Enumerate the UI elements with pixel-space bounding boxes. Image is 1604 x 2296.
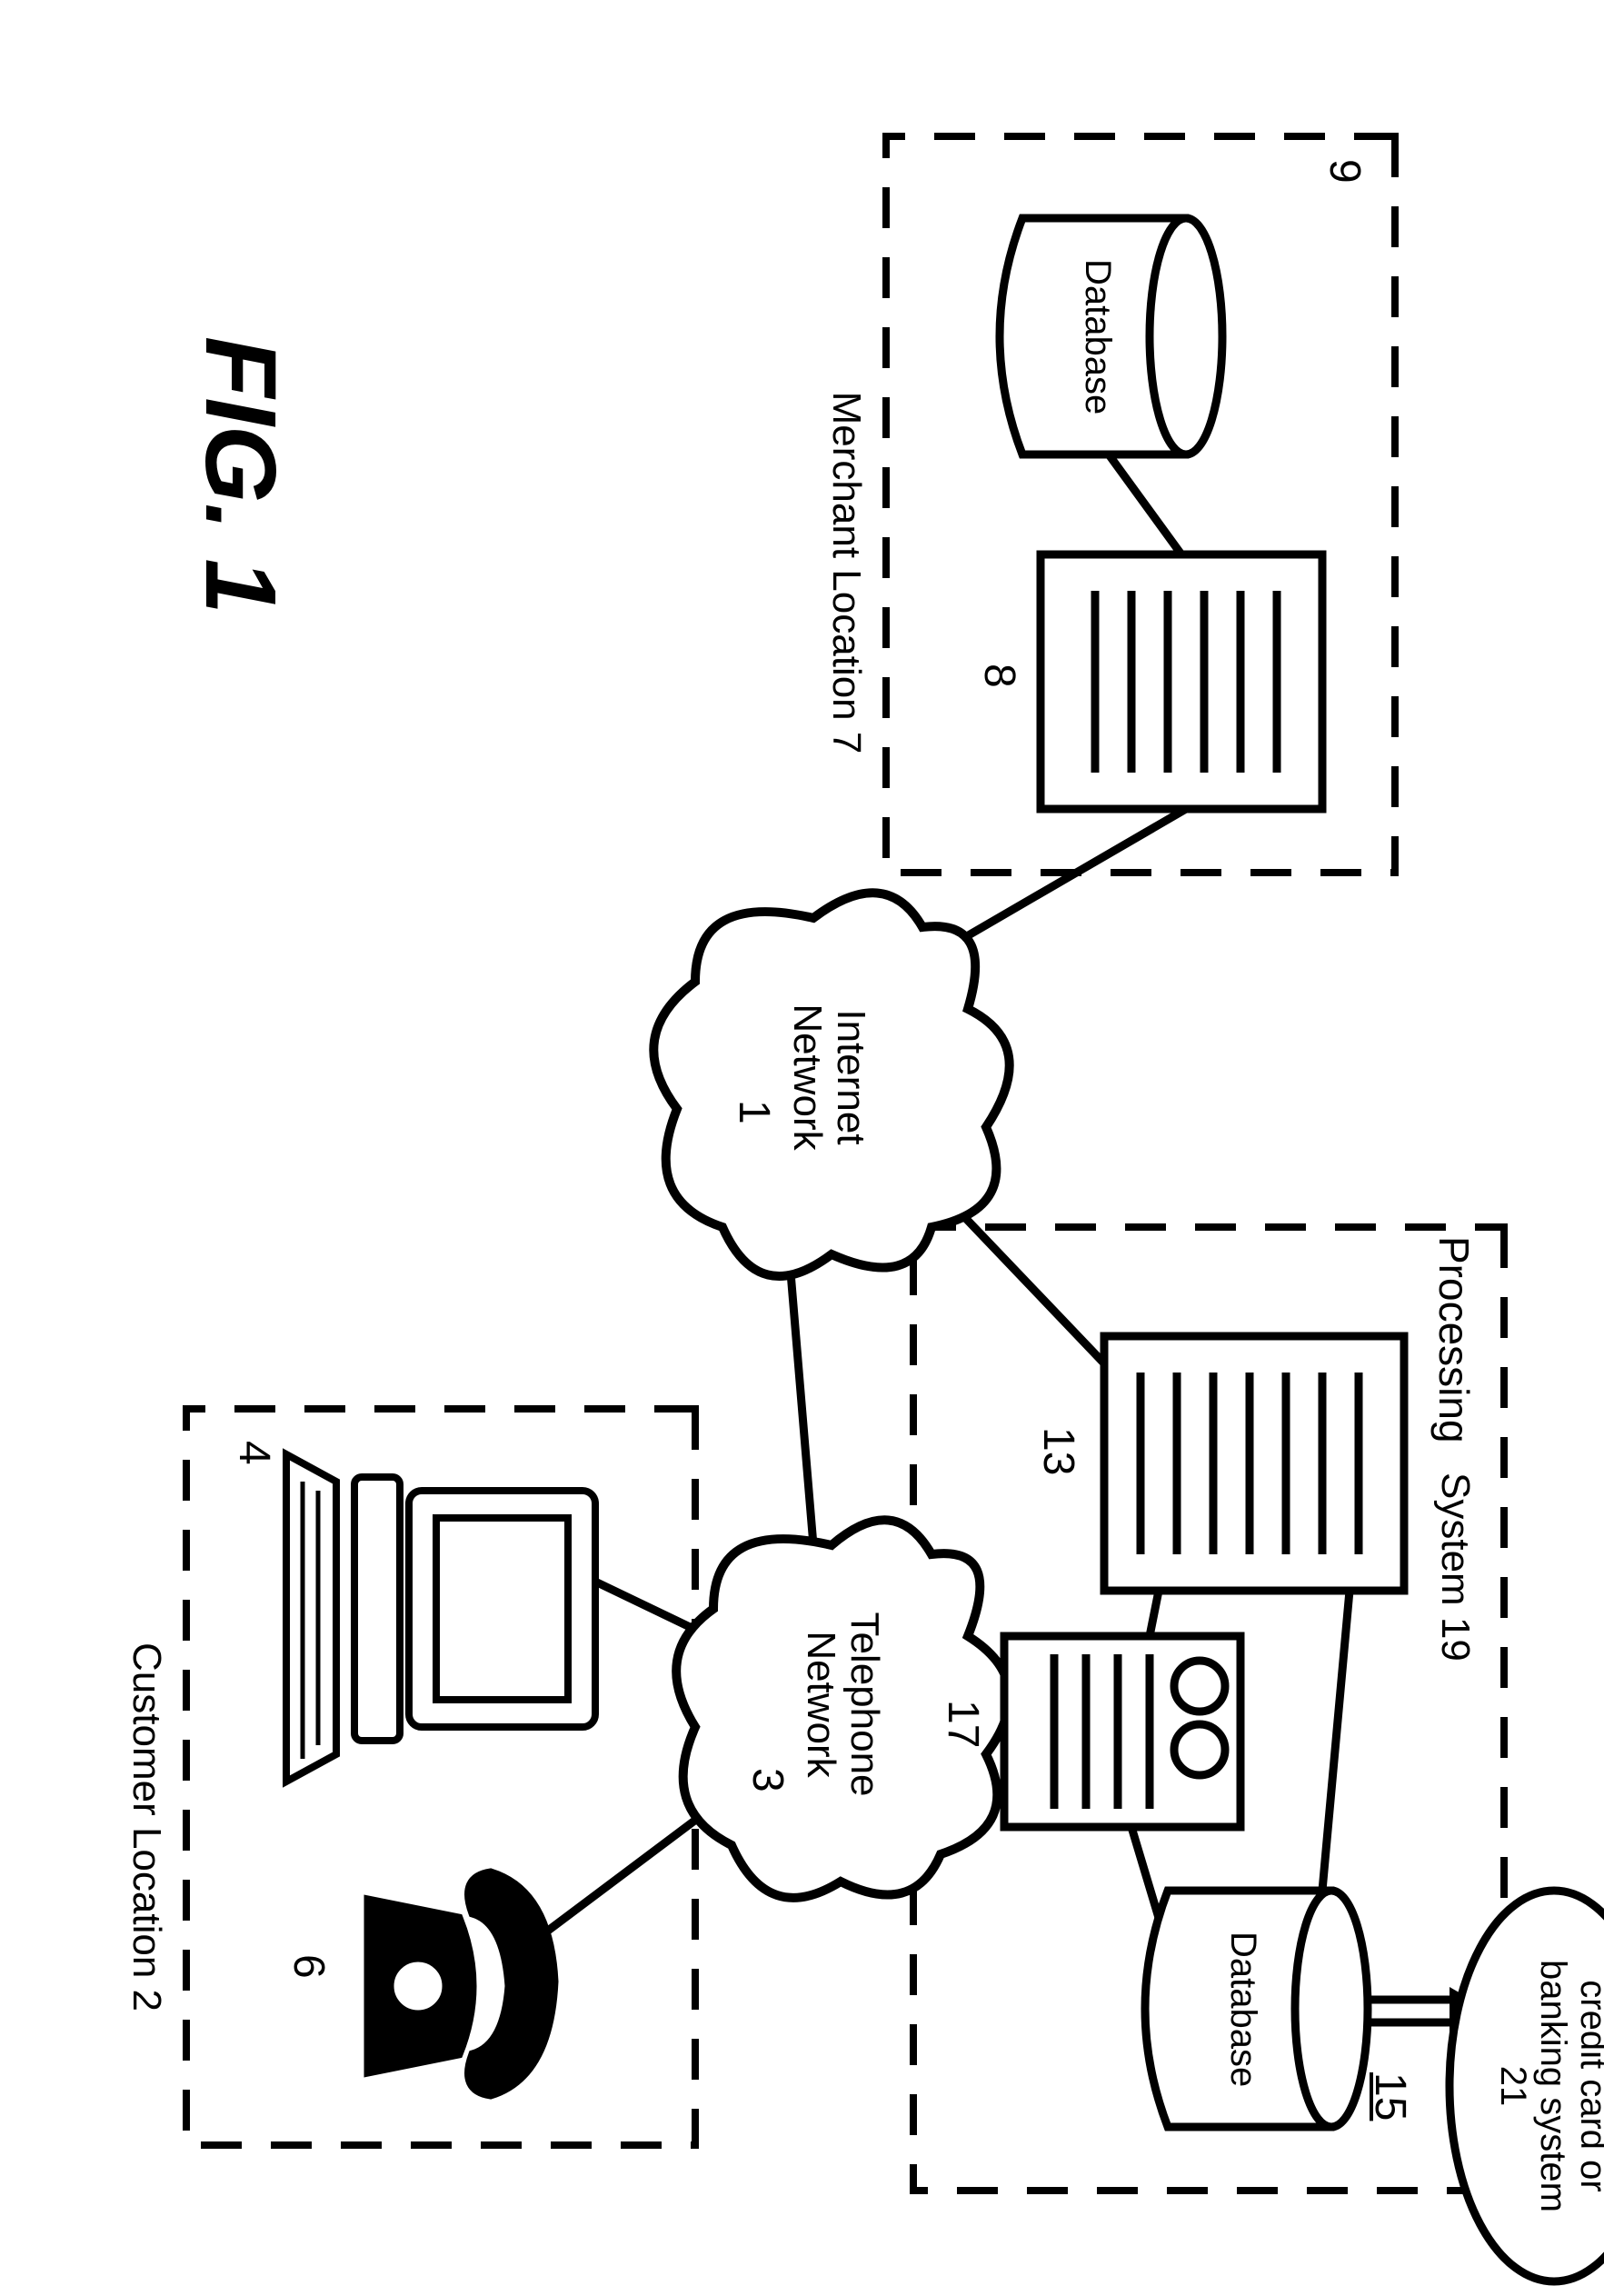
proc-ivr-num: 17 <box>938 1700 986 1748</box>
credit-oval-label: credit card or banking system 21 <box>1493 1922 1604 2250</box>
figure-caption: FIG. 1 <box>185 336 295 614</box>
proc-db-num: 15 <box>1365 2072 1413 2121</box>
customer-box-label: Customer Location 2 <box>125 1591 168 2063</box>
proc-server-num: 13 <box>1033 1427 1081 1475</box>
telephone-cloud-label: Telephone Network <box>798 1600 886 1809</box>
customer-phone-num: 6 <box>284 1954 332 1979</box>
telephone-cloud-num: 3 <box>742 1768 791 1792</box>
merchant-server-num: 8 <box>974 664 1022 688</box>
internet-cloud-label: Internet Network <box>784 986 872 1168</box>
processing-prefix: Processing <box>1430 1236 1477 1443</box>
merchant-box-label: Merchant Location 7 <box>824 354 868 791</box>
figure-canvas: Database 9 8 Merchant Location 7 Interne… <box>0 0 1604 2296</box>
internet-cloud-num: 1 <box>729 1100 777 1124</box>
customer-pc-num: 4 <box>229 1441 277 1465</box>
customer-pc-shape <box>286 1454 595 1782</box>
merchant-db-label: Database <box>1078 259 1118 414</box>
merchant-db-num: 9 <box>1320 159 1368 184</box>
rotated-stage: Database 9 8 Merchant Location 7 Interne… <box>0 0 1604 2296</box>
proc-ivr-shape <box>1004 1636 1240 1827</box>
proc-server-shape <box>1104 1336 1404 1591</box>
proc-db-label: Database <box>1223 1932 1263 2087</box>
processing-box-label: System 19 <box>1433 1472 1477 1662</box>
merchant-server-shape <box>1041 554 1322 809</box>
customer-phone-shape <box>368 1872 554 2095</box>
